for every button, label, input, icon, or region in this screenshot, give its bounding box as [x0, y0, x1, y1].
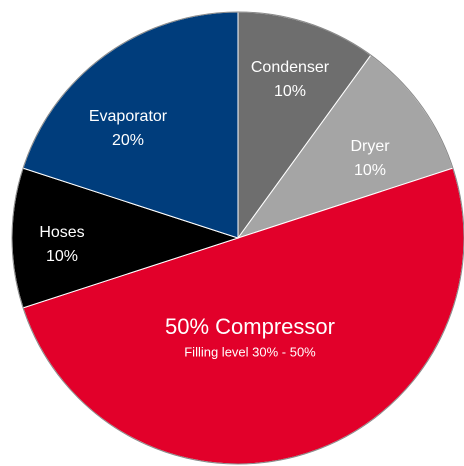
category-label: Condenser	[251, 59, 330, 76]
value-label: 50%	[165, 314, 209, 339]
value-label: 10%	[46, 248, 78, 265]
category-label: Evaporator	[89, 108, 168, 125]
pie-outline	[11, 11, 464, 465]
value-label: 10%	[354, 162, 386, 179]
category-label: Dryer	[350, 138, 390, 155]
value-label: 10%	[274, 83, 306, 100]
annotation: Filling level 30% - 50%	[184, 344, 316, 359]
category-label: Hoses	[39, 224, 84, 241]
slice-label: 50% Compressor	[165, 314, 335, 339]
category-label: Compressor	[215, 314, 335, 339]
value-label: 20%	[112, 132, 144, 149]
